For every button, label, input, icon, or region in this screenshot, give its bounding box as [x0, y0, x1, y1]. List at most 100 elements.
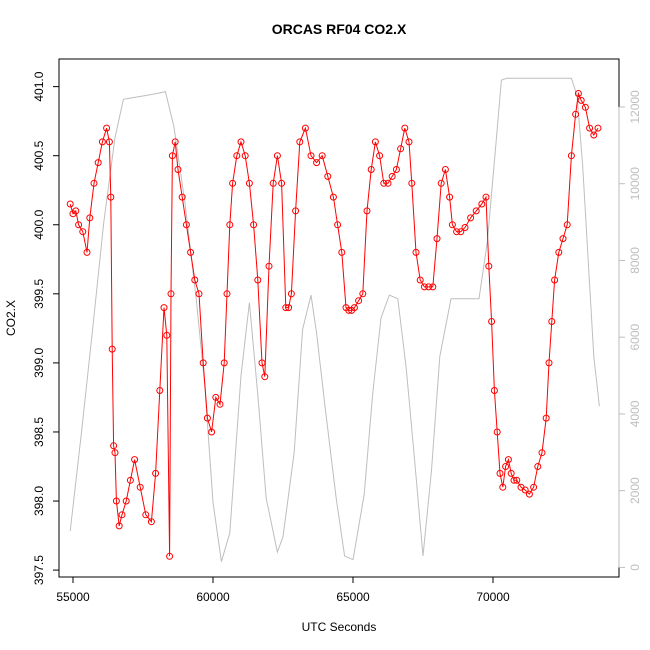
co2-data-point — [168, 152, 176, 160]
co2-data-point — [195, 290, 203, 298]
co2-data-point — [392, 166, 400, 173]
co2-data-point — [429, 283, 437, 291]
co2-data-point — [237, 138, 245, 146]
co2-data-point — [548, 318, 556, 325]
co2-data-point — [167, 290, 175, 298]
co2-data-point — [258, 359, 266, 367]
co2-data-point — [534, 463, 542, 470]
co2-data-point — [488, 318, 496, 325]
co2-data-point — [72, 207, 80, 215]
co2-data-point — [208, 428, 216, 436]
co2-data-point — [103, 124, 111, 132]
co2-data-point — [397, 145, 405, 153]
y-tick-label: 401.0 — [32, 71, 46, 101]
co2-data-point — [467, 214, 475, 222]
co2-data-point — [296, 138, 304, 146]
co2-data-point — [574, 90, 582, 97]
co2-data-point — [307, 152, 315, 160]
co2-data-point — [273, 152, 281, 160]
co2-data-point — [367, 166, 375, 173]
co2-data-point — [191, 276, 199, 284]
co2-data-point — [376, 152, 384, 160]
co2-data-point — [551, 276, 559, 284]
co2-data-point — [126, 476, 134, 484]
co2-data-point — [287, 290, 295, 298]
co2-data-point — [229, 179, 237, 187]
co2-data-point — [122, 497, 130, 505]
co2-data-point — [457, 228, 465, 236]
x-axis: 55000 60000 65000 70000 — [56, 576, 510, 604]
co2-data-point — [371, 138, 379, 146]
co2-data-point — [152, 469, 160, 477]
co2-data-point — [292, 207, 300, 215]
co2-data-point — [187, 248, 195, 256]
y-tick-label: 399.5 — [32, 278, 46, 308]
co2-data-point — [542, 414, 550, 422]
co2-data-point — [216, 400, 224, 408]
co2-data-point — [461, 224, 469, 231]
y2-tick-label: 0 — [628, 564, 642, 571]
co2-data-point — [226, 221, 234, 229]
co2-data-point — [112, 497, 120, 505]
co2-data-point — [545, 359, 553, 367]
co2-data-point — [147, 518, 155, 526]
y-tick-label: 400.5 — [32, 140, 46, 170]
co2-data-point — [269, 179, 277, 187]
co2-data-point — [313, 159, 321, 167]
co2-data-point — [388, 172, 396, 180]
co2-data-point — [142, 511, 150, 519]
co2-data-point — [453, 228, 461, 236]
co2-data-point — [504, 456, 512, 464]
y2-tick-label: 10000 — [628, 167, 642, 201]
co2-data-point — [493, 428, 501, 436]
co2-data-point — [530, 483, 538, 491]
co2-data-point — [577, 96, 585, 104]
altitude-series-line — [69, 77, 600, 562]
co2-data-point — [350, 304, 358, 312]
co2-data-point — [324, 172, 332, 180]
y-axis-label: CO2.X — [4, 300, 18, 336]
co2-data-point — [98, 138, 106, 146]
co2-data-point — [363, 207, 371, 215]
co2-data-point — [412, 248, 420, 256]
co2-data-point — [212, 393, 220, 401]
co2-data-point — [199, 359, 207, 367]
co2-data-point — [408, 179, 416, 187]
co2-data-point — [563, 221, 571, 229]
co2-data-point — [538, 449, 546, 457]
y-tick-label: 397.5 — [32, 555, 46, 585]
co2-data-point — [433, 235, 441, 243]
y2-tick-label: 2000 — [628, 477, 642, 504]
co2-data-point — [90, 179, 98, 187]
co2-data-point — [521, 486, 529, 494]
co2-data-point — [182, 221, 190, 229]
co2-data-point — [111, 449, 119, 457]
co2-data-point — [254, 276, 262, 284]
co2-data-point — [441, 166, 449, 173]
plot-area — [66, 77, 602, 562]
co2-data-point — [490, 387, 498, 394]
co2-data-point — [66, 200, 74, 208]
co2-data-point — [513, 476, 521, 484]
co2-data-point — [131, 456, 139, 464]
co2-data-point — [75, 221, 83, 229]
y2-tick-label: 8000 — [628, 247, 642, 274]
co2-data-point — [203, 414, 211, 422]
co2-data-point — [241, 152, 249, 160]
co2-data-point — [156, 387, 164, 394]
co2-data-point — [380, 179, 388, 187]
co2-data-point — [581, 103, 589, 111]
co2-data-point — [496, 469, 504, 477]
co2-data-point — [83, 248, 91, 256]
y2-tick-label: 4000 — [628, 400, 642, 427]
y2-tick-label: 12000 — [628, 90, 642, 124]
co2-data-point — [510, 476, 518, 484]
co2-data-point — [572, 110, 580, 118]
co2-data-point — [160, 304, 168, 312]
co2-data-point — [567, 152, 575, 160]
co2-data-point — [107, 193, 115, 201]
co2-data-point — [334, 221, 342, 229]
co2-data-point — [472, 207, 480, 215]
co2-data-point — [163, 331, 171, 339]
